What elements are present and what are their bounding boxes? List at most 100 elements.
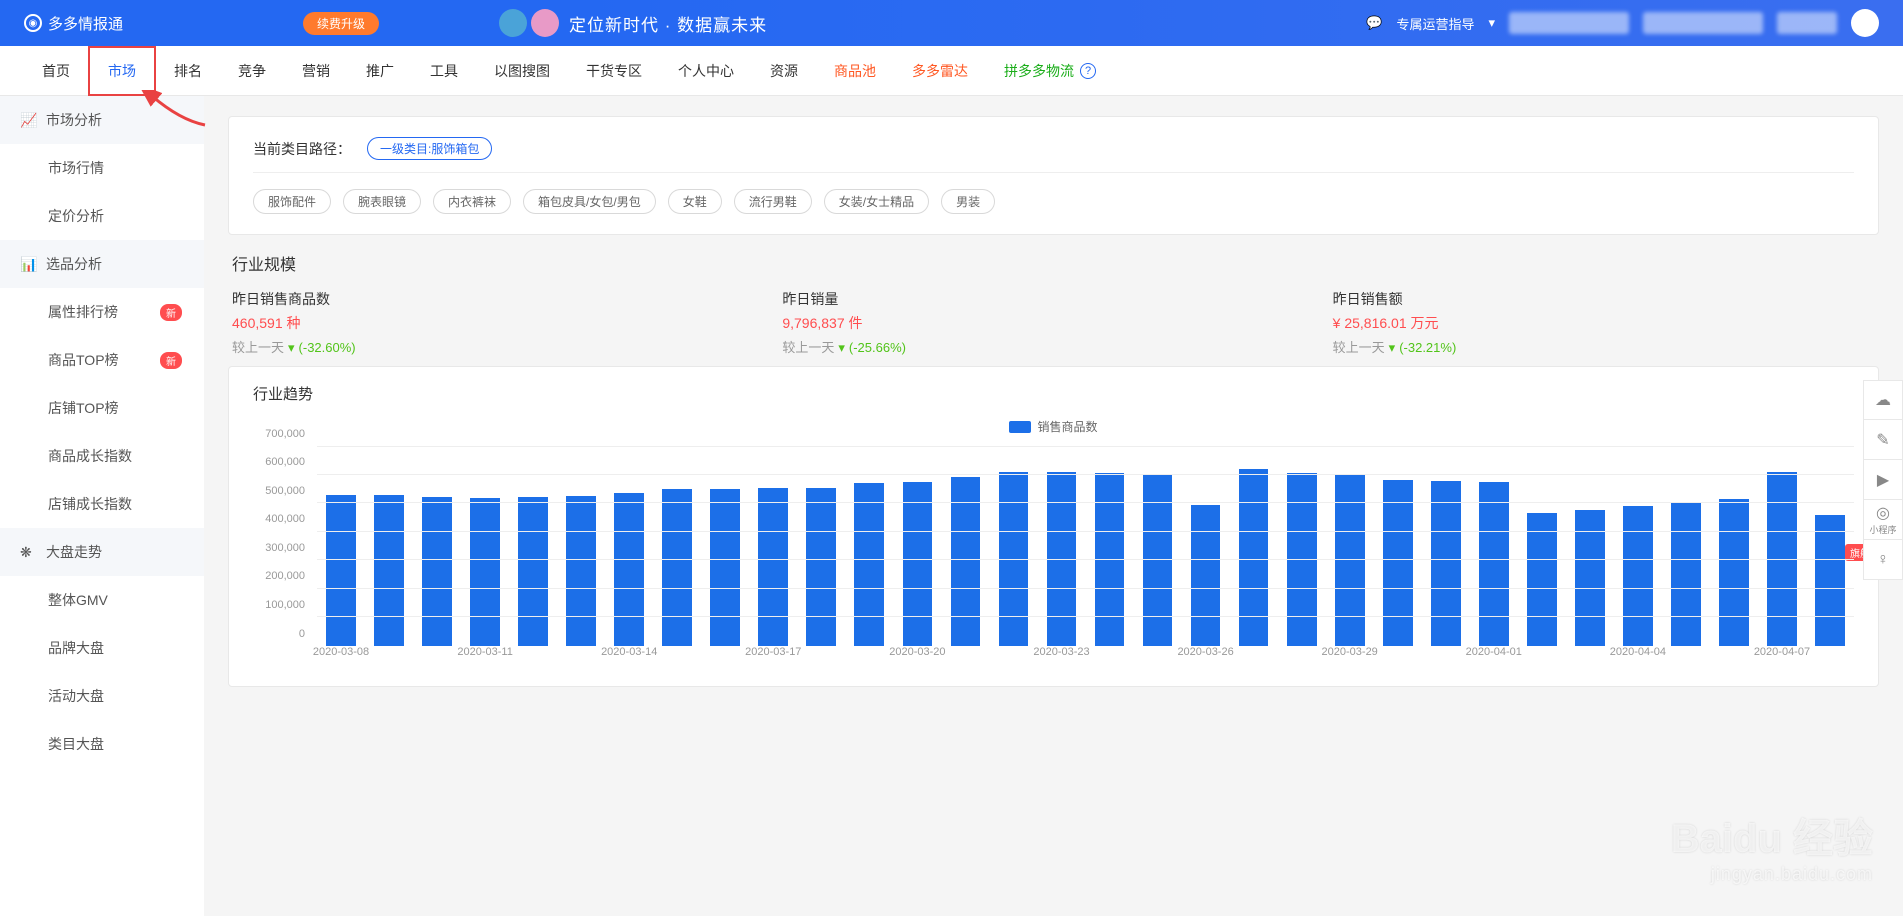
metric-card: 昨日销售商品数 460,591 种 较上一天▾(-32.60%) — [228, 289, 778, 356]
sidebar-item[interactable]: 整体GMV — [0, 576, 204, 624]
bar[interactable] — [1191, 505, 1221, 646]
top-header: ◉ 多多情报通 续费升级 定位新时代 · 数据赢未来 💬 专属运营指导 ▾ — [0, 0, 1903, 46]
main-nav: 首页市场排名竞争营销推广工具以图搜图干货专区个人中心资源商品池多多雷达拼多多物流… — [0, 46, 1903, 96]
compass-icon: ❋ — [20, 544, 36, 560]
nav-item[interactable]: 工具 — [412, 46, 476, 96]
support-link[interactable]: 专属运营指导 — [1396, 14, 1474, 33]
sidebar-item[interactable]: 商品成长指数 — [0, 432, 204, 480]
bar[interactable] — [1479, 482, 1509, 645]
category-tag[interactable]: 服饰配件 — [253, 189, 331, 214]
bar[interactable] — [1239, 469, 1269, 646]
upgrade-badge[interactable]: 续费升级 — [303, 12, 379, 35]
sidebar-label: 市场分析 — [46, 110, 102, 130]
caret-down-icon: ▾ — [288, 340, 295, 355]
sidebar-item[interactable]: 定价分析 — [0, 192, 204, 240]
help-icon[interactable]: ? — [1080, 63, 1096, 79]
bar[interactable] — [1431, 481, 1461, 646]
x-tick: 2020-03-20 — [889, 646, 945, 658]
trend-icon: 📈 — [20, 112, 36, 128]
nav-item[interactable]: 推广 — [348, 46, 412, 96]
bar[interactable] — [1815, 515, 1845, 646]
category-tag[interactable]: 内衣裤袜 — [433, 189, 511, 214]
nav-item[interactable]: 拼多多物流? — [986, 46, 1114, 96]
bar[interactable] — [758, 488, 788, 646]
logo[interactable]: ◉ 多多情报通 — [24, 13, 123, 34]
sidebar-item[interactable]: 属性排行榜新 — [0, 288, 204, 336]
nav-item[interactable]: 资源 — [752, 46, 816, 96]
nav-item[interactable]: 营销 — [284, 46, 348, 96]
bar[interactable] — [422, 497, 452, 645]
nav-item[interactable]: 以图搜图 — [476, 46, 568, 96]
bar[interactable] — [326, 495, 356, 645]
bar[interactable] — [1383, 480, 1413, 645]
metric-label: 昨日销量 — [782, 289, 1324, 309]
bar[interactable] — [566, 496, 596, 645]
category-path: 当前类目路径： 一级类目:服饰箱包 — [229, 117, 1878, 172]
nav-item[interactable]: 排名 — [156, 46, 220, 96]
nav-item[interactable]: 竞争 — [220, 46, 284, 96]
bar[interactable] — [1719, 499, 1749, 645]
caret-down-icon: ▾ — [838, 340, 845, 355]
nav-item[interactable]: 多多雷达 — [894, 46, 986, 96]
mascots — [499, 9, 559, 37]
miniapp-icon[interactable]: ◎小程序 — [1863, 500, 1903, 540]
tip-icon[interactable]: ♀ — [1863, 540, 1903, 580]
sidebar-label: 属性排行榜 — [48, 302, 118, 322]
bar[interactable] — [903, 482, 933, 645]
bar[interactable] — [1671, 503, 1701, 645]
nav-item[interactable]: 商品池 — [816, 46, 894, 96]
edit-icon[interactable]: ✎ — [1863, 420, 1903, 460]
bar[interactable] — [614, 493, 644, 645]
metric-value: ¥ 25,816.01 万元 — [1333, 313, 1875, 333]
bar[interactable] — [854, 483, 884, 645]
metrics-row: 昨日销售商品数 460,591 种 较上一天▾(-32.60%) 昨日销量 9,… — [228, 289, 1879, 356]
sidebar-item[interactable]: 品牌大盘 — [0, 624, 204, 672]
sidebar-label: 品牌大盘 — [48, 638, 104, 658]
sidebar-section-header[interactable]: ❋大盘走势旗舰版 — [0, 528, 204, 576]
sidebar-item[interactable]: 类目大盘 — [0, 720, 204, 768]
nav-item[interactable]: 首页 — [24, 46, 88, 96]
nav-item[interactable]: 个人中心 — [660, 46, 752, 96]
bar[interactable] — [518, 497, 548, 645]
category-tag[interactable]: 腕表眼镜 — [343, 189, 421, 214]
bar[interactable] — [1527, 513, 1557, 645]
metric-value: 9,796,837 件 — [782, 313, 1324, 333]
sidebar-section-header[interactable]: 📊选品分析 — [0, 240, 204, 288]
category-tag[interactable]: 箱包皮具/女包/男包 — [523, 189, 656, 214]
sidebar-item[interactable]: 店铺成长指数 — [0, 480, 204, 528]
video-icon[interactable]: ▶ — [1863, 460, 1903, 500]
category-tag[interactable]: 流行男鞋 — [734, 189, 812, 214]
metric-card: 昨日销售额 ¥ 25,816.01 万元 较上一天▾(-32.21%) — [1329, 289, 1879, 356]
legend-label: 销售商品数 — [1037, 418, 1097, 435]
bar[interactable] — [470, 498, 500, 645]
x-axis: 2020-03-082020-03-112020-03-142020-03-17… — [317, 646, 1854, 666]
category-pill[interactable]: 一级类目:服饰箱包 — [367, 137, 492, 160]
wechat-icon[interactable]: ☁ — [1863, 380, 1903, 420]
category-tag[interactable]: 女装/女士精品 — [824, 189, 929, 214]
sidebar-item[interactable]: 商品TOP榜新 — [0, 336, 204, 384]
bar[interactable] — [806, 488, 836, 646]
bar[interactable] — [662, 489, 692, 645]
sidebar-item[interactable]: 店铺TOP榜 — [0, 384, 204, 432]
grid-line — [317, 559, 1854, 560]
metric-label: 昨日销售额 — [1333, 289, 1875, 309]
bar[interactable] — [710, 489, 740, 645]
y-tick: 700,000 — [265, 428, 305, 440]
bar[interactable] — [374, 495, 404, 645]
mascot-1 — [499, 9, 527, 37]
sidebar-item[interactable]: 活动大盘 — [0, 672, 204, 720]
y-tick: 600,000 — [265, 456, 305, 468]
sidebar-label: 类目大盘 — [48, 734, 104, 754]
nav-item[interactable]: 市场 — [88, 46, 156, 96]
legend-item[interactable]: 销售商品数 — [1009, 418, 1097, 435]
nav-item[interactable]: 干货专区 — [568, 46, 660, 96]
category-tag[interactable]: 男装 — [941, 189, 995, 214]
grid-line — [317, 531, 1854, 532]
bar[interactable] — [1623, 506, 1653, 646]
avatar[interactable] — [1851, 9, 1879, 37]
sidebar-label: 选品分析 — [46, 254, 102, 274]
sidebar-item[interactable]: 市场行情 — [0, 144, 204, 192]
wechat-icon: 💬 — [1366, 15, 1382, 31]
category-tag[interactable]: 女鞋 — [668, 189, 722, 214]
sidebar-label: 定价分析 — [48, 206, 104, 226]
